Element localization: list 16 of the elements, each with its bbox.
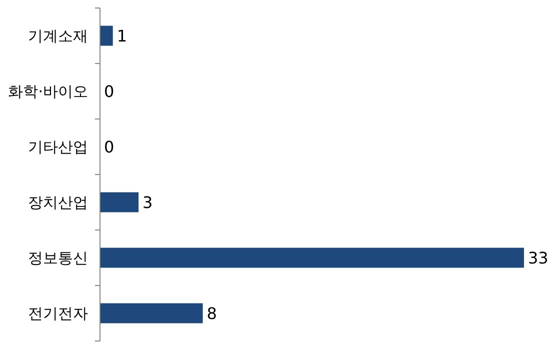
data-label: 3: [142, 192, 153, 212]
y-tick-label: 기타산업: [28, 138, 88, 156]
bar: [100, 192, 139, 212]
data-label: 0: [104, 137, 114, 156]
y-tick-label: 정보통신: [28, 249, 88, 267]
bar: [100, 303, 203, 324]
bar: [100, 248, 524, 268]
y-tick-label: 전기전자: [28, 304, 88, 322]
data-label: 33: [528, 248, 548, 268]
bar: [100, 26, 113, 46]
y-tick-label: 화학·바이오: [8, 82, 88, 100]
data-label: 0: [104, 82, 114, 101]
data-label: 8: [206, 304, 217, 323]
y-tick-label: 장치산업: [28, 194, 88, 212]
y-tick-label: 기계소재: [28, 27, 88, 45]
data-label: 1: [116, 26, 128, 46]
